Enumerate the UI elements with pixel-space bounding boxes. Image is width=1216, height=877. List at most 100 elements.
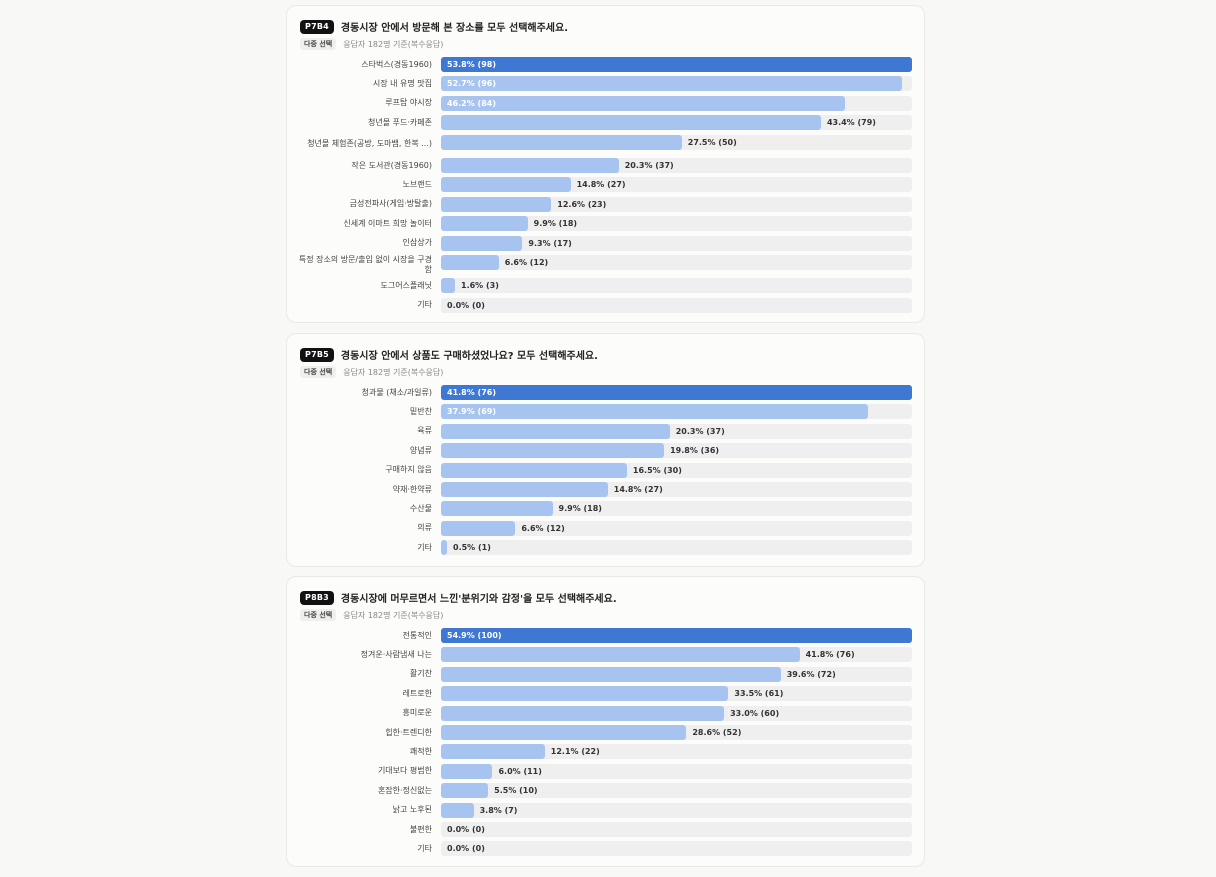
value-label: 12.1% (22) (550, 747, 600, 757)
bar[interactable] (441, 134, 682, 150)
bar-track: 19.8% (36) (441, 443, 912, 459)
bar[interactable] (441, 95, 846, 111)
bar-track: 20.3% (37) (441, 158, 912, 173)
bar[interactable] (441, 540, 447, 556)
value-label: 14.8% (27) (576, 180, 626, 190)
bar-track: 41.8% (76) (441, 647, 912, 663)
question-card: P8B3 경동시장에 머무르면서 느낀'분위기와 감정'을 모두 선택해주세요. 다… (286, 576, 925, 867)
bar[interactable] (441, 686, 729, 702)
bar-track: 6.6% (12) (441, 520, 912, 536)
value-label: 20.3% (37) (675, 426, 725, 436)
bar[interactable] (441, 177, 571, 193)
bar-row: 의류 6.6% (12) (287, 520, 924, 540)
bar[interactable] (441, 404, 869, 420)
bar-track: 14.8% (27) (441, 177, 912, 193)
bar[interactable] (441, 763, 493, 779)
bar[interactable] (441, 802, 474, 818)
value-label: 28.6% (52) (692, 728, 742, 737)
bar[interactable] (441, 278, 455, 294)
question-card: P7B5 경동시장 안에서 상품도 구매하셨었나요? 모두 선택해주세요. 다중 선… (286, 333, 925, 567)
category-label: 힙한·트렌디한 (385, 727, 432, 737)
bar-track: 16.5% (30) (441, 462, 912, 478)
value-label: 14.8% (27) (613, 485, 663, 494)
bar-track: 27.5% (50) (441, 134, 912, 150)
category-label: 활기찬 (409, 669, 432, 679)
value-label: 12.6% (23) (557, 199, 607, 209)
bar-row: 청년몰 체험존(공방, 도마뱀, 한복 ...) 27.5% (50) (287, 134, 924, 154)
question-title: 경동시장 안에서 상품도 구매하셨었나요? 모두 선택해주세요. (340, 351, 598, 362)
bar[interactable] (441, 196, 552, 212)
bar-track: 0.0% (0) (441, 822, 912, 837)
bar[interactable] (441, 705, 725, 721)
category-label: 도그어스플래닛 (380, 280, 432, 290)
category-label: 특정 장소의 방문/출입 없이 시장을 구경함 (298, 254, 432, 274)
value-label: 16.5% (30) (632, 465, 682, 475)
category-label: 정겨운·사람냄새 나는 (360, 649, 432, 659)
category-label: 불편한 (409, 824, 432, 834)
bar[interactable] (441, 783, 489, 799)
bar-track: 39.6% (72) (441, 666, 912, 682)
question-title: 경동시장에 머무르면서 느낀'분위기와 감정'을 모두 선택해주세요. (340, 594, 617, 605)
bar-track: 9.9% (18) (441, 216, 912, 232)
bar[interactable] (441, 666, 781, 682)
value-label: 41.8% (76) (447, 388, 496, 397)
bar[interactable] (441, 443, 665, 459)
card-subheader: 다중 선택 응답자 182명 기준(복수응답) (300, 38, 443, 50)
category-label: 양념류 (409, 445, 432, 455)
bar[interactable] (441, 628, 912, 643)
value-label: 9.9% (18) (533, 219, 578, 229)
respondent-note: 응답자 182명 기준(복수응답) (343, 610, 444, 620)
card-header: P7B5 경동시장 안에서 상품도 구매하셨었나요? 모두 선택해주세요. (300, 347, 598, 362)
bar-row: 활기찬 39.6% (72) (287, 666, 924, 686)
bar[interactable] (441, 158, 619, 173)
bar-row: 불편한 0.0% (0) (287, 822, 924, 841)
category-label: 시장 내 유명 맛집 (372, 78, 432, 88)
bar-track: 0.0% (0) (441, 297, 912, 313)
category-label: 신세계 이마트 희망 놀이터 (343, 218, 432, 228)
bar[interactable] (441, 520, 516, 536)
value-label: 9.9% (18) (558, 504, 602, 514)
bar[interactable] (441, 235, 523, 251)
bar-row: 레트로한 33.5% (61) (287, 686, 924, 705)
bar[interactable] (441, 255, 499, 270)
bar[interactable] (441, 647, 800, 663)
bar[interactable] (441, 385, 912, 400)
bar-row: 정겨운·사람냄새 나는 41.8% (76) (287, 647, 924, 666)
bar[interactable] (441, 482, 608, 497)
respondent-note: 응답자 182명 기준(복수응답) (343, 367, 444, 377)
bar-row: 노브랜드 14.8% (27) (287, 177, 924, 196)
bar[interactable] (441, 216, 528, 232)
question-id-badge: P8B3 (300, 590, 334, 605)
value-label: 6.6% (12) (521, 523, 565, 533)
bar-row: 밑반찬 37.9% (69) (287, 404, 924, 423)
value-label: 1.6% (3) (461, 281, 499, 291)
bar[interactable] (441, 744, 545, 760)
value-label: 39.6% (72) (786, 669, 836, 679)
bar-row: 기타 0.0% (0) (287, 297, 924, 317)
value-label: 33.0% (60) (730, 708, 780, 718)
bar-track: 53.8% (98) (441, 57, 912, 72)
card-header: P7B4 경동시장 안에서 방문해 본 장소를 모두 선택해주세요. (300, 19, 568, 34)
category-label: 전통적인 (402, 630, 432, 640)
bar-track: 12.1% (22) (441, 744, 912, 760)
category-label: 금성전파사(게임·방탈출) (349, 199, 432, 209)
category-label: 쾌적한 (409, 746, 432, 756)
bar-row: 시장 내 유명 맛집 52.7% (96) (287, 76, 924, 95)
bar-track: 14.8% (27) (441, 482, 912, 497)
bar-track: 1.6% (3) (441, 278, 912, 294)
bar[interactable] (441, 115, 821, 131)
category-label: 수산물 (409, 503, 432, 513)
value-label: 20.3% (37) (624, 161, 674, 170)
bar-track: 0.0% (0) (441, 841, 912, 857)
bar-track: 33.0% (60) (441, 705, 912, 721)
bar-track: 37.9% (69) (441, 404, 912, 420)
bar-row: 청년몰 푸드·카페존 43.4% (79) (287, 115, 924, 134)
bar[interactable] (441, 462, 627, 478)
bar[interactable] (441, 76, 903, 92)
bar[interactable] (441, 725, 687, 740)
bar[interactable] (441, 57, 912, 72)
bar[interactable] (441, 423, 670, 439)
bar-row: 기타 0.5% (1) (287, 540, 924, 559)
bar[interactable] (441, 501, 553, 517)
bar-row: 스타벅스(경동1960) 53.8% (98) (287, 57, 924, 76)
